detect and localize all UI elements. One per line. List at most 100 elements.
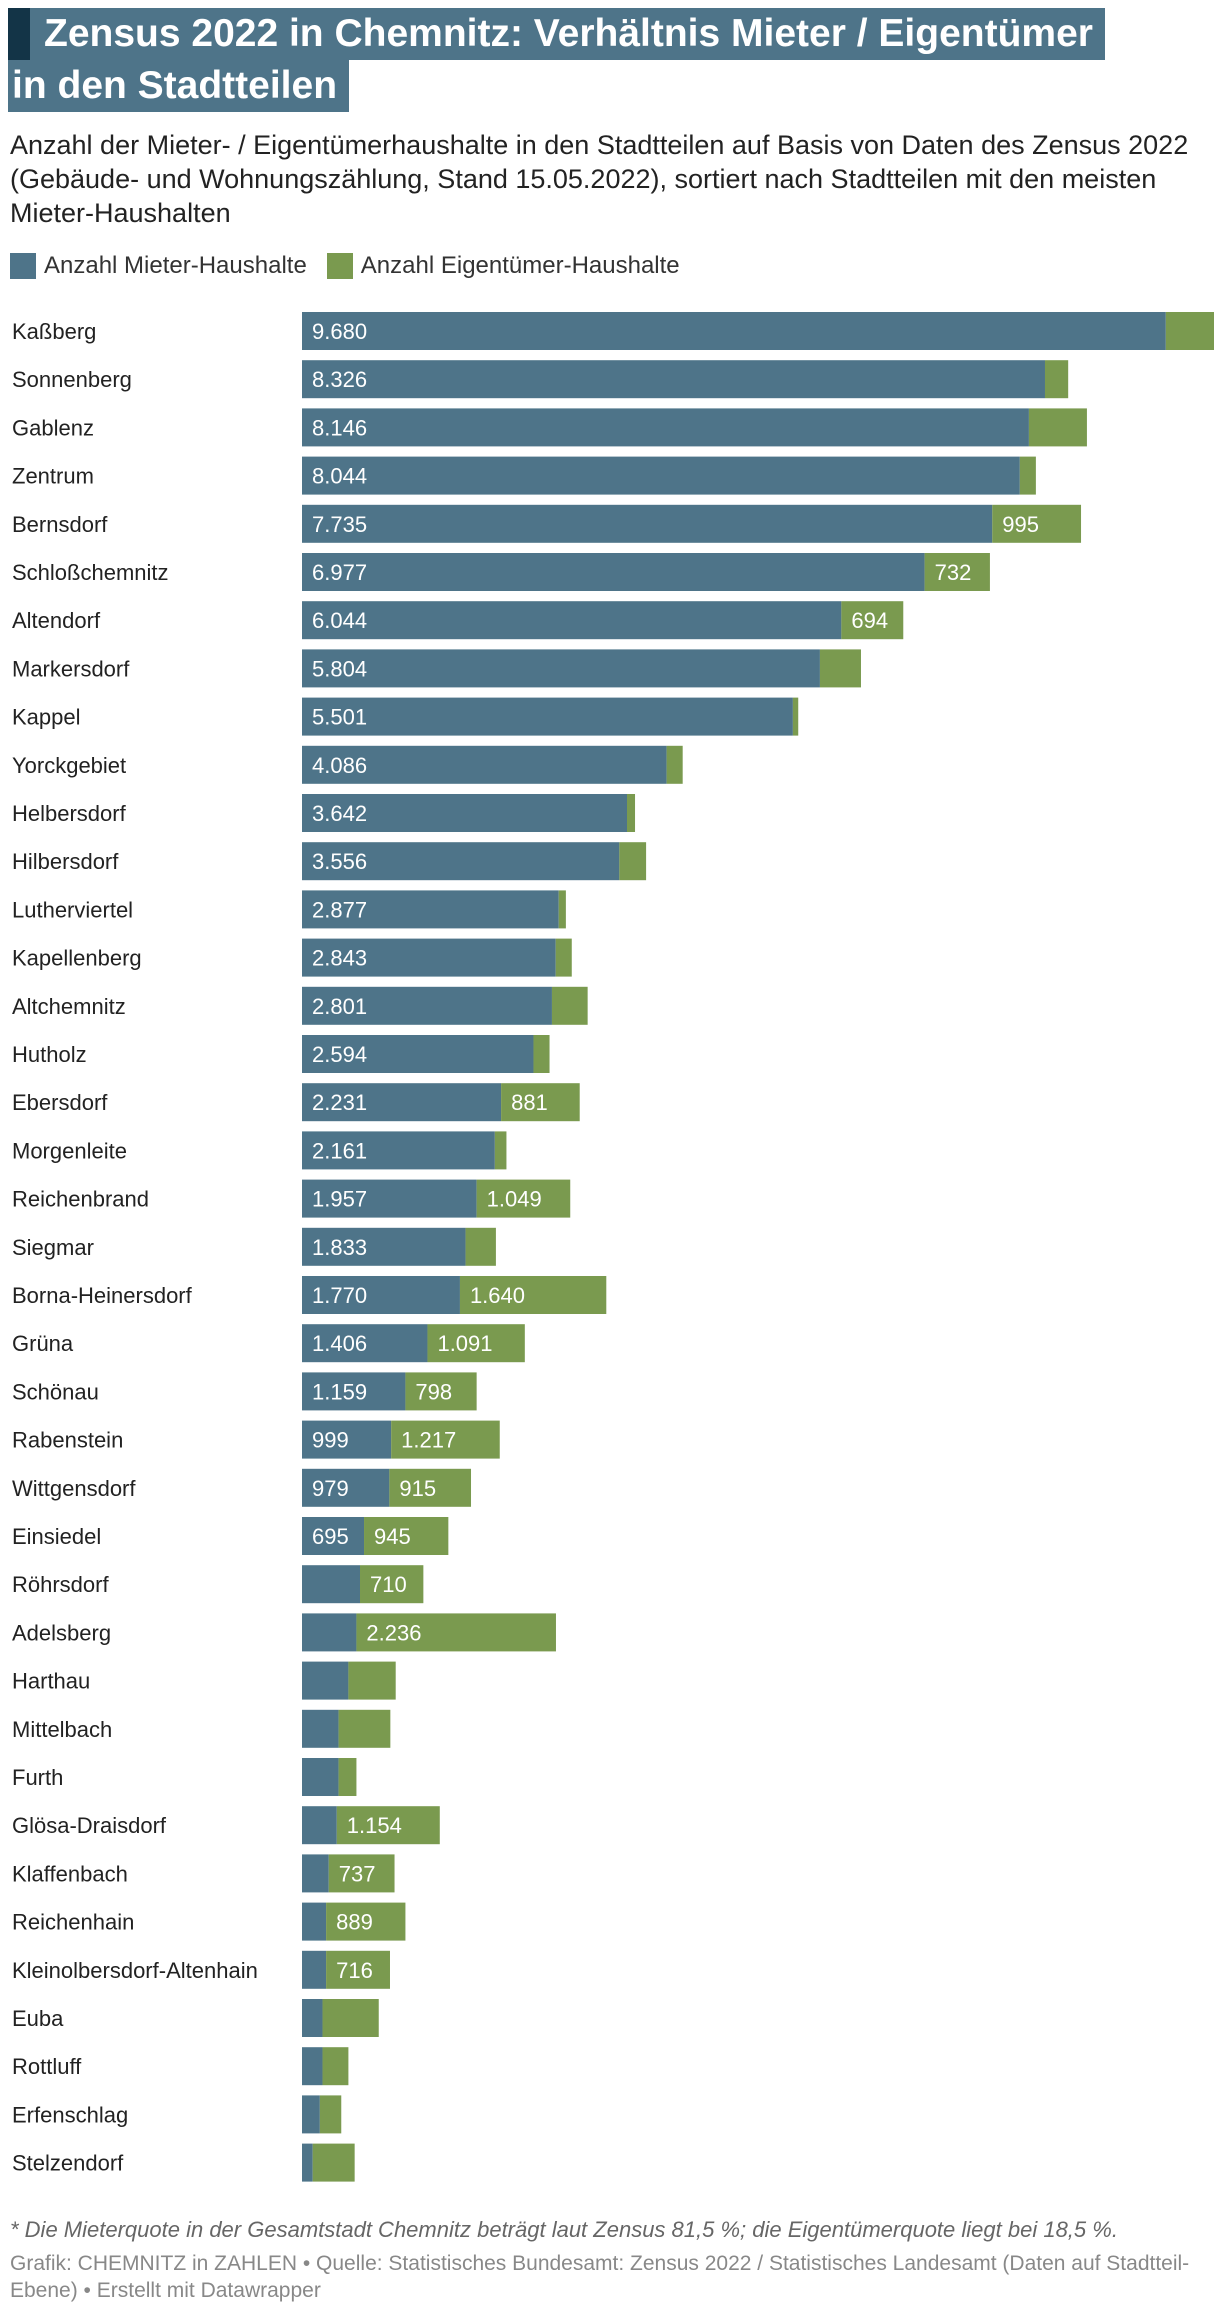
title-text-1: Zensus 2022 in Chemnitz: Verhältnis Miet… xyxy=(44,12,1093,55)
bar-owner xyxy=(322,2047,349,2086)
category-label: Schloßchemnitz xyxy=(12,560,169,585)
category-label: Zentrum xyxy=(12,464,94,489)
category-label: Yorckgebiet xyxy=(12,753,126,778)
bar-owner xyxy=(992,504,1082,543)
bar-renter xyxy=(302,2047,323,2086)
category-label: Adelsberg xyxy=(12,1620,111,1645)
bar-renter xyxy=(302,649,820,688)
bar-renter-label: 8.044 xyxy=(312,464,367,489)
chart-subtitle: Anzahl der Mieter- / Eigentümerhaushalte… xyxy=(10,130,1189,228)
bar-owner xyxy=(533,1035,550,1073)
bar-renter-label: 2.594 xyxy=(312,1042,367,1067)
bar-renter xyxy=(302,312,1166,350)
bar-owner-label: 732 xyxy=(935,560,972,585)
bar-renter xyxy=(302,1468,390,1507)
legend-swatch-owner xyxy=(326,253,353,279)
bar-renter xyxy=(302,1035,534,1073)
bar-renter xyxy=(302,1131,495,1170)
bar-renter-label: 979 xyxy=(312,1476,349,1501)
bar-owner xyxy=(1028,408,1087,447)
category-label: Reichenbrand xyxy=(12,1187,149,1212)
category-label: Einsiedel xyxy=(12,1524,101,1549)
bar-owner xyxy=(459,1276,607,1314)
bar-renter-label: 6.977 xyxy=(312,560,367,585)
bar-owner xyxy=(1165,312,1214,350)
chart-title: Zensus 2022 in Chemnitz: Verhältnis Miet… xyxy=(8,8,1208,112)
category-label: Lutherviertel xyxy=(12,897,133,922)
bar-owner xyxy=(312,2143,355,2182)
bar-renter xyxy=(302,1806,337,1845)
bar-renter-label: 9.680 xyxy=(312,319,367,344)
bar-owner xyxy=(476,1179,571,1218)
bar-owner xyxy=(336,1806,440,1845)
bar-renter xyxy=(302,1083,502,1122)
category-label: Rabenstein xyxy=(12,1428,123,1453)
bar-owner-label: 2.236 xyxy=(366,1620,421,1645)
bar-owner-label: 737 xyxy=(339,1861,376,1886)
bar-renter-label: 5.804 xyxy=(312,656,367,681)
bar-owner xyxy=(360,1565,424,1604)
bar-renter-label: 4.086 xyxy=(312,753,367,778)
legend-swatch-renter xyxy=(10,253,36,279)
category-label: Stelzendorf xyxy=(12,2151,124,2176)
bar-owner-label: 945 xyxy=(374,1524,411,1549)
category-label: Erfenschlag xyxy=(12,2102,128,2127)
bar-renter xyxy=(302,1517,365,1555)
bar-owner xyxy=(555,938,572,977)
bar-renter xyxy=(302,1854,329,1893)
credits: Grafik: CHEMNITZ in ZAHLEN • Quelle: Sta… xyxy=(10,2252,1190,2302)
title-accent-bar xyxy=(8,8,30,60)
title-line-2: in den Stadtteilen xyxy=(8,60,350,112)
bar-renter-label: 1.833 xyxy=(312,1235,367,1260)
category-label: Mittelbach xyxy=(12,1717,112,1742)
bar-owner-label: 694 xyxy=(851,608,888,633)
bar-owner xyxy=(338,1758,357,1796)
category-label: Hutholz xyxy=(12,1042,87,1067)
bar-owner-label: 889 xyxy=(336,1910,373,1935)
bar-owner xyxy=(627,794,636,832)
category-label: Markersdorf xyxy=(12,656,130,681)
bar-renter xyxy=(302,938,556,977)
bar-renter xyxy=(302,1613,357,1652)
category-label: Grüna xyxy=(12,1331,74,1356)
category-label: Röhrsdorf xyxy=(12,1572,109,1597)
category-label: Kleinolbersdorf-Altenhain xyxy=(12,1958,258,1983)
bar-owner-label: 1.154 xyxy=(347,1813,402,1838)
bar-owner xyxy=(666,745,683,784)
bar-renter-label: 1.957 xyxy=(312,1187,367,1212)
bar-renter xyxy=(302,1999,323,2037)
bar-renter xyxy=(302,1902,327,1941)
bar-renter-label: 2.231 xyxy=(312,1090,367,1115)
bar-renter xyxy=(302,408,1029,447)
bar-renter xyxy=(302,794,628,832)
category-label: Rottluff xyxy=(12,2054,82,2079)
bar-renter xyxy=(302,986,552,1025)
bar-renter-label: 7.735 xyxy=(312,512,367,537)
category-label: Glösa-Draisdorf xyxy=(12,1813,167,1838)
legend-label-owner: Anzahl Eigentümer-Haushalte xyxy=(360,252,680,279)
bar-renter xyxy=(302,1227,466,1266)
legend-item-owner: Anzahl Eigentümer-Haushalte xyxy=(326,252,680,280)
bar-renter xyxy=(302,697,793,736)
category-label: Kaßberg xyxy=(12,319,96,344)
bar-renter xyxy=(302,1709,339,1748)
bar-renter-label: 1.770 xyxy=(312,1283,367,1308)
category-label: Hilbersdorf xyxy=(12,849,119,874)
bar-owner xyxy=(619,842,647,881)
legend-label-renter: Anzahl Mieter-Haushalte xyxy=(44,252,307,279)
bar-renter xyxy=(302,1950,327,1989)
bar-renter-label: 3.642 xyxy=(312,801,367,826)
bar-owner-label: 995 xyxy=(1002,512,1039,537)
category-label: Altchemnitz xyxy=(12,994,126,1019)
bar-renter xyxy=(302,1276,460,1314)
category-label: Altendorf xyxy=(12,608,101,633)
bar-owner xyxy=(326,1902,406,1941)
category-label: Klaffenbach xyxy=(12,1861,128,1886)
bar-renter xyxy=(302,1758,339,1796)
category-label: Wittgensdorf xyxy=(12,1476,136,1501)
bar-owner xyxy=(841,601,904,640)
bar-owner xyxy=(558,890,566,929)
bar-owner xyxy=(328,1854,395,1893)
bar-owner xyxy=(319,2095,342,2134)
bar-owner-label: 798 xyxy=(415,1379,452,1404)
